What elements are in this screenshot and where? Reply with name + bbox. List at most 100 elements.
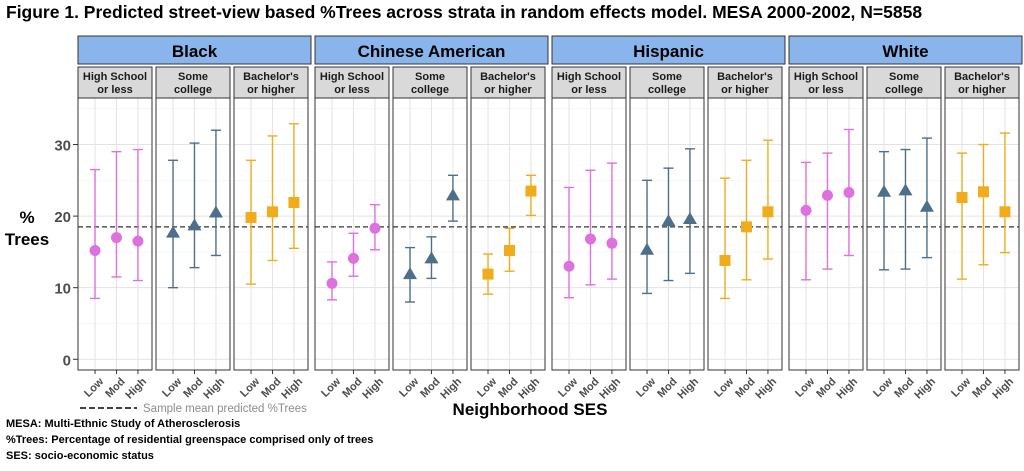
panel-background <box>393 98 467 370</box>
legend-reference-label: Sample mean predicted %Trees <box>143 403 307 415</box>
x-tick-label: Mod <box>340 376 364 400</box>
group-strip-label: Black <box>172 42 218 61</box>
figure-title: Figure 1. Predicted street-view based %T… <box>6 2 923 22</box>
data-point-triangle <box>640 242 655 255</box>
education-strip <box>629 66 705 99</box>
data-point-square <box>977 186 989 198</box>
education-strip-label: Bachelor's <box>243 71 299 83</box>
education-strip-label: Bachelor's <box>717 71 773 83</box>
data-point-triangle <box>208 205 223 218</box>
y-tick-label: 20 <box>54 209 71 226</box>
education-strip-label: Bachelor's <box>480 71 536 83</box>
data-point-triangle <box>445 188 460 201</box>
x-tick-label: Mod <box>970 376 994 400</box>
x-tick-label: High <box>597 376 623 402</box>
x-tick-label: Low <box>160 375 184 399</box>
y-axis-title-line: Trees <box>5 230 49 249</box>
x-tick-label: Mod <box>814 376 838 400</box>
group-strip <box>77 35 312 65</box>
education-strip-label: or less <box>571 84 606 96</box>
education-strip <box>155 66 231 99</box>
panel-background <box>945 98 1019 370</box>
education-strip-label: college <box>174 84 212 96</box>
education-strip <box>707 66 783 99</box>
education-strip-label: High School <box>320 71 384 83</box>
data-point-triangle <box>661 214 676 227</box>
x-tick-label: Low <box>397 375 421 399</box>
x-tick-label: High <box>279 376 305 402</box>
panel-background <box>315 98 389 370</box>
data-point-square <box>482 268 494 280</box>
education-strip-label: High School <box>794 71 858 83</box>
data-point-circle <box>821 189 833 201</box>
panel-border <box>707 97 783 371</box>
x-tick-label: Low <box>634 375 658 399</box>
footnote-ses: SES: socio-economic status <box>6 450 154 462</box>
footnote-mesa: MESA: Multi-Ethnic Study of Atherosclero… <box>6 418 241 430</box>
education-strip-label: or less <box>334 84 369 96</box>
footnotes: MESA: Multi-Ethnic Study of Atherosclero… <box>6 416 373 464</box>
data-point-square <box>999 206 1011 218</box>
x-tick-label: Low <box>793 375 817 399</box>
data-point-triangle <box>898 183 913 196</box>
panel-background <box>708 98 782 370</box>
education-strip-label: Some <box>178 71 208 83</box>
x-tick-label: High <box>753 376 779 402</box>
x-tick-label: Mod <box>577 376 601 400</box>
panel-border <box>866 97 942 371</box>
group-strip-label: White <box>882 42 928 61</box>
data-point-circle <box>606 237 618 249</box>
x-tick-label: Mod <box>655 376 679 400</box>
panel-border <box>629 97 705 371</box>
x-tick-label: Low <box>871 375 895 399</box>
y-axis-title-line: % <box>19 208 34 227</box>
x-tick-label: Low <box>712 375 736 399</box>
x-tick-label: Mod <box>733 376 757 400</box>
group-strip <box>314 35 549 65</box>
panel-background <box>789 98 863 370</box>
group-strip <box>551 35 786 65</box>
data-point-circle <box>369 222 381 234</box>
panel-background <box>867 98 941 370</box>
x-tick-label: High <box>912 376 938 402</box>
data-point-triangle <box>424 251 439 264</box>
data-point-circle <box>326 277 338 289</box>
data-point-circle <box>563 260 575 272</box>
x-tick-label: Mod <box>496 376 520 400</box>
panel-border <box>788 97 864 371</box>
education-strip-label: or higher <box>958 84 1006 96</box>
data-point-square <box>762 206 774 218</box>
x-tick-label: Mod <box>418 376 442 400</box>
x-tick-label: Low <box>556 375 580 399</box>
data-point-triangle <box>919 199 934 212</box>
data-point-circle <box>132 235 144 247</box>
x-tick-label: High <box>201 376 227 402</box>
education-strip <box>77 66 153 99</box>
education-strip <box>233 66 309 99</box>
x-tick-label: Mod <box>892 376 916 400</box>
education-strip <box>551 66 627 99</box>
x-tick-label: Mod <box>181 376 205 400</box>
data-point-circle <box>347 252 359 264</box>
education-strip <box>944 66 1020 99</box>
education-strip-label: or less <box>808 84 843 96</box>
education-strip-label: Some <box>889 71 919 83</box>
data-point-square <box>525 185 537 197</box>
panel-background <box>630 98 704 370</box>
education-strip-label: Bachelor's <box>954 71 1010 83</box>
education-strip-label: or higher <box>484 84 532 96</box>
x-tick-label: High <box>675 376 701 402</box>
education-strip-label: or higher <box>247 84 295 96</box>
panel-border <box>392 97 468 371</box>
data-point-circle <box>110 232 122 244</box>
x-tick-label: High <box>360 376 386 402</box>
data-point-triangle <box>877 184 892 197</box>
panel-border <box>77 97 153 371</box>
data-point-circle <box>584 233 596 245</box>
panel-border <box>944 97 1020 371</box>
x-tick-label: Mod <box>259 376 283 400</box>
education-strip-label: Some <box>652 71 682 83</box>
data-point-triangle <box>403 267 418 280</box>
data-point-square <box>245 212 257 224</box>
